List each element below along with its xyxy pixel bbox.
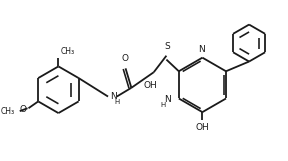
Text: H: H — [115, 99, 120, 105]
Text: O: O — [20, 105, 26, 114]
Text: H: H — [160, 102, 165, 108]
Text: N: N — [198, 45, 205, 54]
Text: CH₃: CH₃ — [60, 47, 75, 56]
Text: S: S — [164, 42, 170, 51]
Text: N: N — [110, 92, 117, 101]
Text: OH: OH — [196, 123, 209, 132]
Text: OH: OH — [143, 81, 157, 90]
Text: O: O — [121, 54, 128, 63]
Text: CH₃: CH₃ — [1, 107, 15, 116]
Text: N: N — [164, 95, 171, 104]
